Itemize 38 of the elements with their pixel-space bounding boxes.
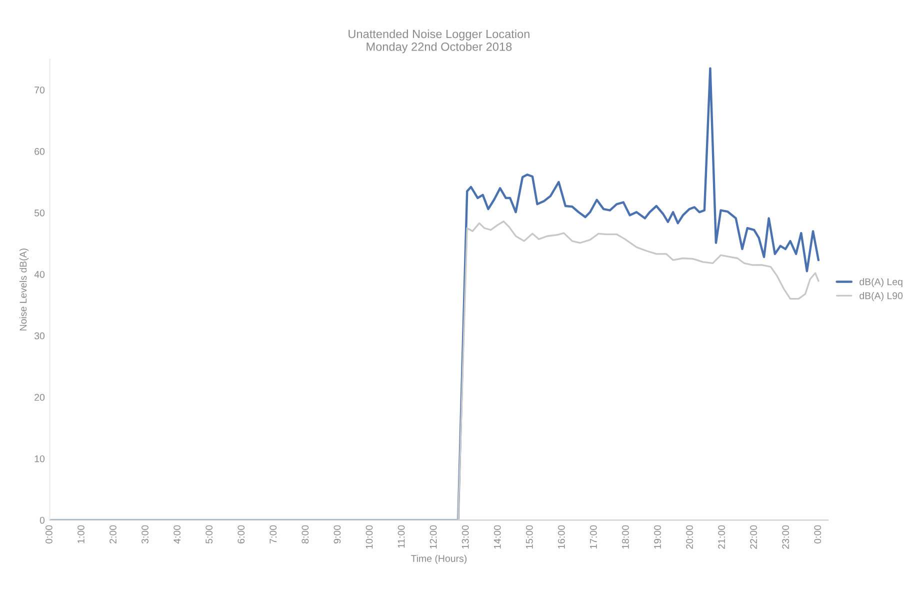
y-tick-label: 0 <box>40 516 45 524</box>
y-tick-label: 40 <box>34 270 45 278</box>
x-tick-label: 3:00 <box>142 525 148 544</box>
x-tick-label: 19:00 <box>654 525 661 549</box>
x-tick-label: 6:00 <box>238 525 245 544</box>
x-tick-label: 22:00 <box>750 525 758 549</box>
x-tick-label: 9:00 <box>334 525 341 544</box>
x-tick-label: 8:00 <box>302 525 309 544</box>
x-tick-label: 18:00 <box>622 525 629 549</box>
x-tick-label: 0:00 <box>46 525 52 544</box>
x-axis-title: Time (Hours) <box>410 554 466 564</box>
chart-title: Unattended Noise Logger Location Monday 22nd October 2018 <box>348 29 530 54</box>
x-tick-label: 13:00 <box>462 525 469 549</box>
y-tick-label: 20 <box>34 394 45 401</box>
x-tick-label: 1:00 <box>78 525 84 544</box>
x-tick-label: 17:00 <box>590 525 597 549</box>
x-tick-label: 20:00 <box>686 525 693 549</box>
x-tick-label: 16:00 <box>558 525 565 549</box>
y-tick-label: 70 <box>34 86 45 94</box>
x-tick-label: 11:00 <box>398 525 405 548</box>
x-tick-label: 14:00 <box>494 525 501 549</box>
x-tick-label: 21:00 <box>718 525 725 549</box>
x-tick-label: 5:00 <box>206 525 213 544</box>
legend-label: dB(A) Leq <box>860 278 902 288</box>
y-tick-label: 50 <box>34 209 45 216</box>
x-tick-label: 7:00 <box>270 525 277 544</box>
y-tick-label: 60 <box>34 148 45 155</box>
legend-label: dB(A) L90 <box>860 292 903 302</box>
y-axis-title: Noise Levels dB(A) <box>19 248 29 330</box>
x-tick-label: 0:00 <box>814 525 822 544</box>
y-tick-label: 10 <box>34 455 45 462</box>
y-tick-label: 30 <box>34 332 45 340</box>
x-tick-label: 15:00 <box>526 525 533 549</box>
x-tick-label: 12:00 <box>430 525 437 549</box>
x-tick-label: 4:00 <box>174 525 180 544</box>
x-tick-label: 23:00 <box>782 525 790 549</box>
x-tick-label: 2:00 <box>110 525 116 544</box>
x-tick-label: 10:00 <box>366 525 373 549</box>
